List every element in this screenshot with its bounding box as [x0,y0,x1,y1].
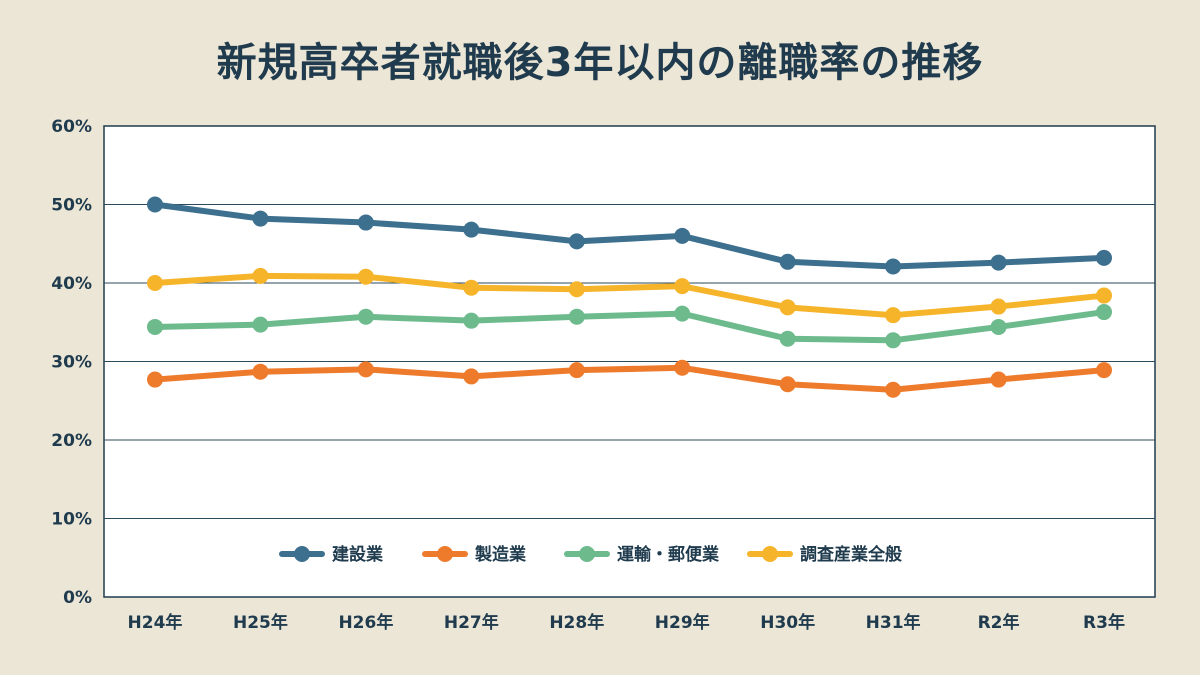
series-lines [147,196,1112,398]
legend-item: 調査産業全般 [747,544,902,565]
y-tick-label: 30% [51,353,92,373]
x-tick-label: H31年 [866,612,921,633]
x-tick-label: H25年 [233,612,288,633]
data-point [990,254,1007,271]
data-point [357,268,374,285]
x-tick-label: R3年 [1083,612,1125,633]
legend-label: 運輸・郵便業 [617,544,719,565]
data-point [357,361,374,378]
series-line [152,201,1107,270]
chart-title: 新規高卒者就職後3年以内の離職率の推移 [216,40,984,86]
data-point [674,305,691,322]
y-tick-label: 60% [51,117,92,137]
data-point [779,253,796,270]
data-point [568,308,585,325]
y-tick-label: 50% [51,196,92,216]
data-point [1096,362,1112,379]
gridlines [104,204,1155,519]
data-point [990,298,1007,315]
y-tick-label: 10% [51,510,92,530]
legend: 建設業 製造業 運輸・郵便業 調査産業全般 [279,544,902,565]
x-tick-label: H28年 [549,612,604,633]
x-tick-label: H27年 [444,612,499,633]
y-axis: 0% 10% 20% 30% 40% 50% 60% [51,117,92,608]
data-point [463,312,480,329]
series-2 [147,304,1112,349]
legend-marker [579,546,595,562]
data-point [463,368,480,385]
data-point [674,359,691,376]
data-point [252,316,269,333]
data-point [147,371,163,388]
data-point [252,363,269,380]
legend-marker [294,546,310,562]
data-point [357,308,374,325]
data-point [568,362,585,379]
data-point [779,299,796,316]
data-point [1096,287,1112,304]
y-tick-label: 40% [51,274,92,294]
legend-marker [762,546,778,562]
data-point [147,275,163,291]
series-line [152,272,1107,319]
data-point [779,376,796,393]
series-line [152,364,1107,393]
legend-item: 運輸・郵便業 [564,544,719,565]
data-point [463,221,480,238]
x-tick-label: H30年 [760,612,815,633]
x-tick-label: H29年 [655,612,710,633]
x-tick-label: H26年 [338,612,393,633]
data-point [885,381,902,398]
data-point [568,233,585,250]
series-line [152,309,1107,344]
data-point [147,196,163,213]
legend-marker [437,546,453,562]
legend-label: 製造業 [474,544,526,565]
data-point [885,307,902,324]
series-0 [147,196,1112,275]
data-point [990,371,1007,388]
y-tick-label: 0% [63,588,92,608]
data-point [1096,304,1112,321]
data-point [779,330,796,347]
legend-label: 建設業 [332,544,383,565]
data-point [674,227,691,244]
data-point [147,318,163,335]
series-1 [147,359,1112,398]
x-tick-label: H24年 [128,612,183,633]
x-tick-label: R2年 [978,612,1020,633]
legend-label: 調査産業全般 [800,544,902,565]
data-point [1096,249,1112,266]
data-point [674,278,691,295]
data-point [463,279,480,296]
legend-item: 建設業 [279,544,383,565]
data-point [885,332,902,349]
y-tick-label: 20% [51,431,92,451]
legend-item: 製造業 [422,544,526,565]
x-axis: H24年 H25年 H26年 H27年 H28年 H29年 H30年 H31年 R2年 R3年 [128,612,1125,633]
data-point [568,281,585,298]
data-point [990,318,1007,335]
data-point [252,210,269,227]
data-point [252,267,269,284]
data-point [885,258,902,275]
series-3 [147,267,1112,324]
data-point [357,214,374,231]
